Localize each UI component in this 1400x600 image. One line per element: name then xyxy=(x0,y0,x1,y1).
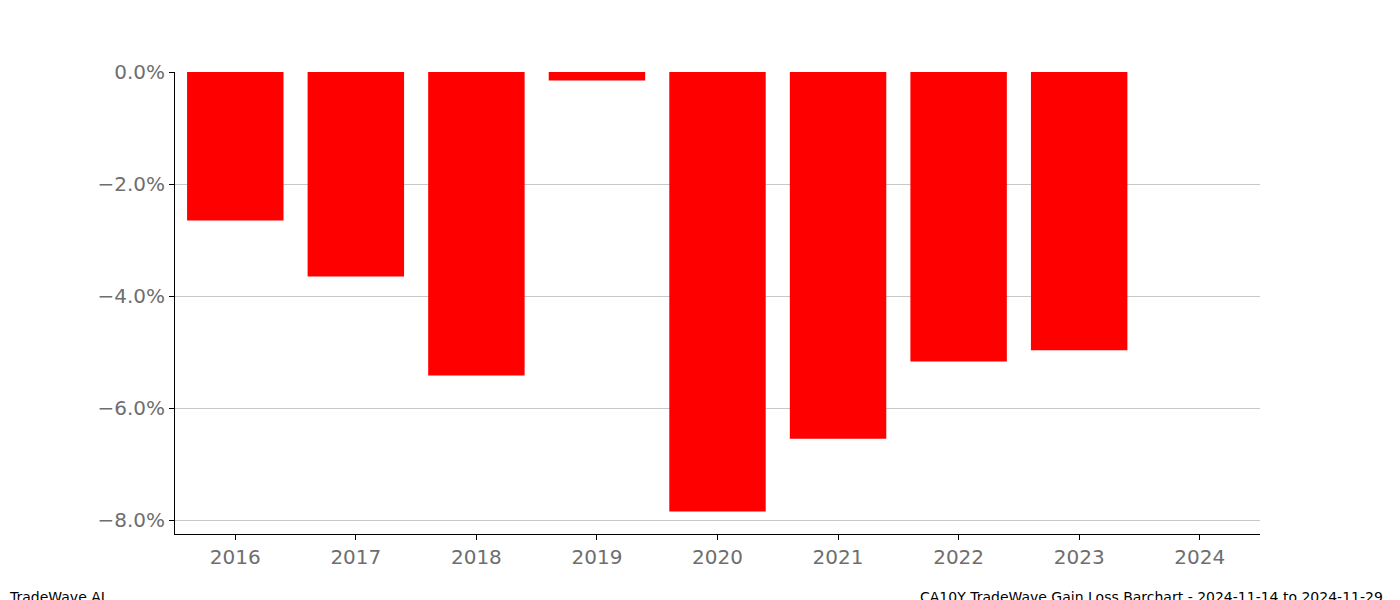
svg-text:2023: 2023 xyxy=(1054,545,1105,569)
svg-text:−4.0%: −4.0% xyxy=(97,284,165,308)
svg-text:−8.0%: −8.0% xyxy=(97,508,165,532)
svg-text:0.0%: 0.0% xyxy=(114,60,165,84)
svg-text:2016: 2016 xyxy=(210,545,261,569)
svg-text:2018: 2018 xyxy=(451,545,502,569)
svg-text:CA10Y TradeWave Gain Loss Barc: CA10Y TradeWave Gain Loss Barchart - 202… xyxy=(920,589,1383,600)
svg-text:2021: 2021 xyxy=(813,545,864,569)
svg-text:−6.0%: −6.0% xyxy=(97,396,165,420)
svg-text:−2.0%: −2.0% xyxy=(97,172,165,196)
svg-text:2017: 2017 xyxy=(330,545,381,569)
svg-text:2022: 2022 xyxy=(933,545,984,569)
svg-text:2019: 2019 xyxy=(571,545,622,569)
svg-text:2020: 2020 xyxy=(692,545,743,569)
svg-text:TradeWave.AI: TradeWave.AI xyxy=(9,589,105,600)
svg-text:2024: 2024 xyxy=(1174,545,1225,569)
